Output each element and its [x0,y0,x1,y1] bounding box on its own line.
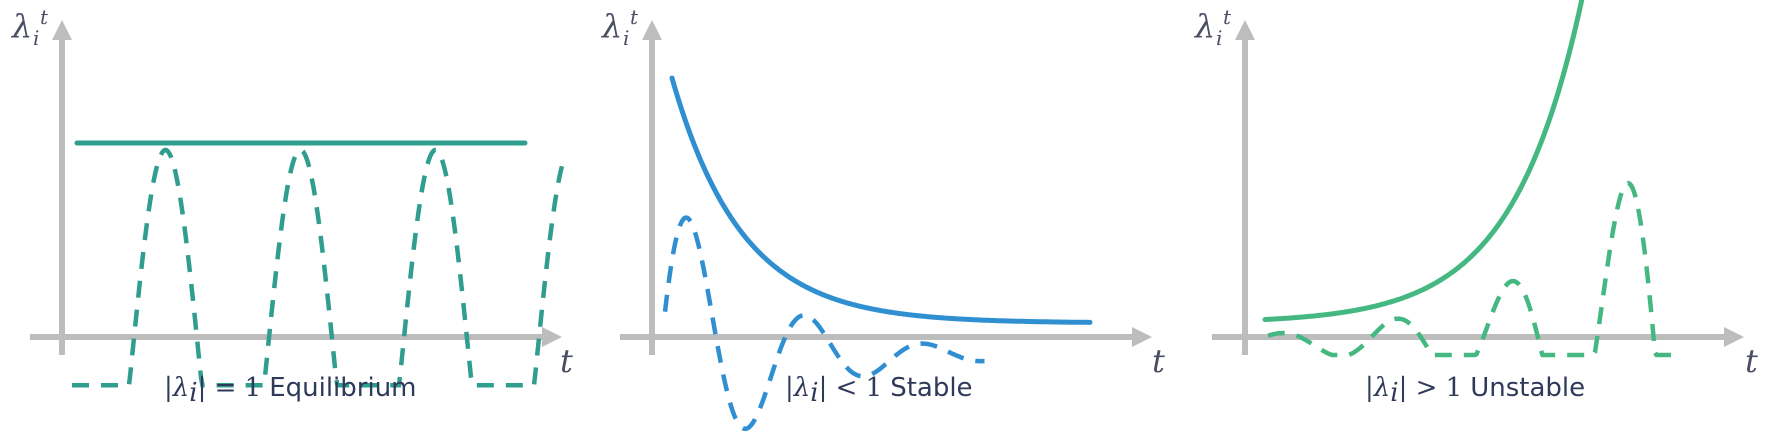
y-axis-label: λ [1193,7,1215,45]
y-axis-subscript: i [623,26,629,50]
y-axis-subscript: i [1216,26,1222,50]
caption-word: Stable [890,373,972,403]
caption-subscript: i [1390,378,1398,408]
caption: |λi| = 1 Equilibrium [164,373,417,408]
oscillation-dashed-curve [72,147,567,388]
growing-oscillation-dashed-curve [1267,180,1679,358]
caption: |λi| > 1 Unstable [1365,373,1585,408]
y-axis-superscript: t [1223,5,1232,29]
x-axis-label: t [560,342,573,380]
caption-lambda: λ [1373,373,1390,403]
x-axis-label: t [1745,342,1758,380]
panel-stable: λ i t t |λi| < 1 Stable [600,5,1165,432]
x-axis-label: t [1152,342,1165,380]
y-axis-arrow [52,20,72,40]
y-axis-arrow [1235,20,1255,40]
caption-condition: | = 1 [198,373,262,403]
caption-word: Unstable [1470,373,1585,403]
caption-condition: | > 1 [1399,373,1463,403]
damped-oscillation-dashed-curve [662,215,985,432]
y-axis-superscript: t [630,5,639,29]
caption: |λi| < 1 Stable [785,373,973,408]
panel-unstable: λ i t t |λi| > 1 Unstable [1193,0,1758,408]
caption-bar-left: | [164,373,173,403]
y-axis-arrow [642,20,662,40]
y-axis-superscript: t [40,5,49,29]
y-axis-subscript: i [33,26,39,50]
decaying-envelope-curve [669,75,1093,325]
y-axis-label: λ [600,7,622,45]
x-axis-arrow [542,327,562,347]
panel-equilibrium: λ i t t |λi| = 1 Equilibrium [10,5,573,408]
caption-lambda: λ [793,373,810,403]
caption-bar-left: | [1365,373,1374,403]
growing-envelope-curve [1262,0,1585,322]
caption-bar-left: | [785,373,794,403]
caption-subscript: i [810,378,818,408]
caption-subscript: i [189,378,197,408]
caption-condition: | < 1 [819,373,883,403]
caption-word: Equilibrium [269,373,416,403]
x-axis-arrow [1132,327,1152,347]
x-axis-arrow [1724,327,1744,347]
y-axis-label: λ [10,7,32,45]
caption-lambda: λ [172,373,189,403]
